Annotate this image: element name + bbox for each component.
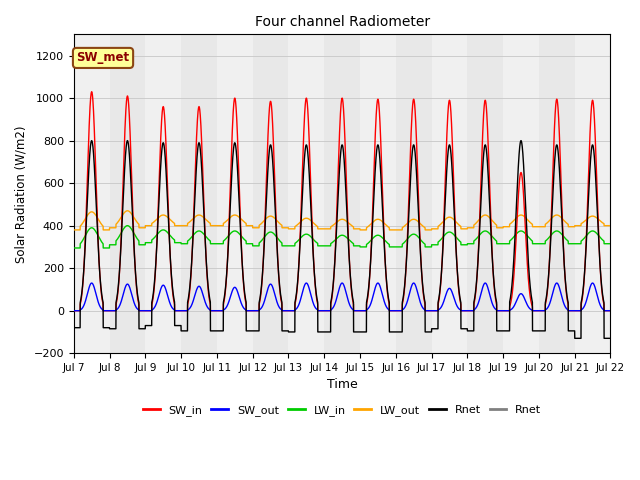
Bar (431, 35, 467, 353)
Bar (217, 35, 253, 353)
Text: SW_met: SW_met (76, 51, 129, 64)
Legend: SW_in, SW_out, LW_in, LW_out, Rnet, Rnet: SW_in, SW_out, LW_in, LW_out, Rnet, Rnet (138, 400, 546, 420)
X-axis label: Time: Time (327, 378, 358, 392)
Bar (145, 35, 181, 353)
Title: Four channel Radiometer: Four channel Radiometer (255, 15, 429, 29)
Bar (74, 35, 109, 353)
Bar (575, 35, 611, 353)
Y-axis label: Solar Radiation (W/m2): Solar Radiation (W/m2) (15, 125, 28, 263)
Bar (289, 35, 324, 353)
Bar (360, 35, 396, 353)
Bar (503, 35, 539, 353)
